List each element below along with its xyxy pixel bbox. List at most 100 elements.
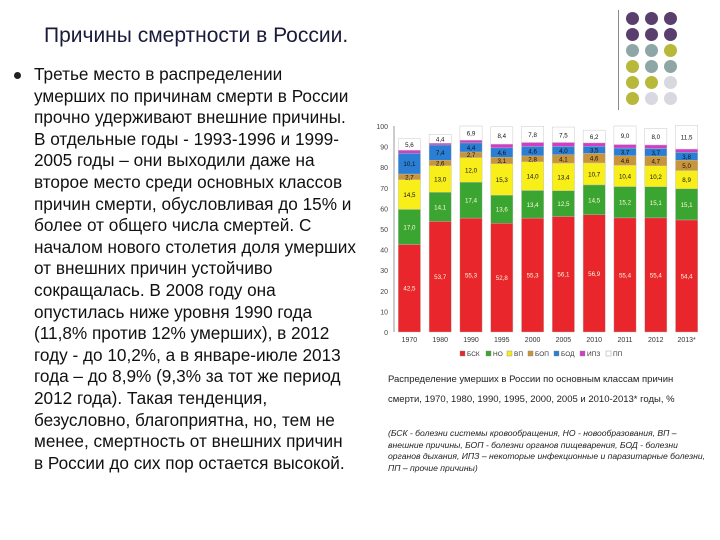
data-label: 56,9 — [588, 271, 601, 278]
data-label: 13,0 — [434, 176, 447, 183]
data-label: 8,9 — [682, 177, 691, 184]
data-label: 7,4 — [436, 150, 445, 157]
x-tick-label: 1970 — [402, 337, 418, 344]
data-label: 9,0 — [621, 133, 630, 140]
bar-segment — [613, 144, 637, 149]
data-label: 3,5 — [590, 147, 599, 154]
bullet-icon — [14, 72, 21, 79]
data-label: 4,6 — [590, 156, 599, 163]
decor-dot — [626, 60, 639, 73]
legend-swatch — [553, 350, 560, 357]
bar-segment — [521, 142, 544, 147]
data-label: 10,2 — [650, 174, 663, 181]
bar-segment — [552, 142, 575, 147]
data-label: 15,2 — [619, 200, 632, 207]
legend-label: ВП — [514, 351, 523, 358]
data-label: 8,0 — [651, 134, 660, 141]
data-label: 7,5 — [559, 132, 568, 139]
decor-dot — [664, 12, 677, 25]
x-tick-label: 2011 — [617, 337, 632, 344]
data-label: 55,3 — [527, 273, 540, 280]
bar-segment — [675, 125, 698, 150]
y-tick-label: 50 — [380, 227, 388, 234]
decor-dot — [664, 76, 677, 89]
data-label: 55,4 — [650, 272, 663, 279]
data-label: 4,4 — [436, 136, 445, 143]
bar-segment — [490, 143, 514, 149]
data-label: 53,7 — [434, 274, 447, 281]
legend-label: БОД — [561, 351, 575, 358]
data-label: 4,1 — [559, 156, 568, 163]
data-label: 3,1 — [497, 158, 506, 165]
legend-swatch — [527, 350, 534, 357]
data-label: 5,6 — [405, 142, 414, 149]
data-label: 4,4 — [467, 145, 476, 152]
caption-line-1: Распределение умерших в России по основн… — [388, 374, 674, 385]
y-tick-label: 60 — [380, 206, 388, 213]
decor-dot — [645, 92, 658, 105]
data-label: 6,9 — [467, 131, 476, 138]
legend-swatch — [485, 350, 492, 357]
y-tick-label: 20 — [380, 289, 388, 296]
data-label: 15,1 — [681, 202, 694, 209]
bar-segment — [644, 144, 668, 149]
data-label: 54,4 — [681, 273, 694, 280]
y-tick-label: 80 — [380, 165, 388, 172]
bar-segment — [582, 129, 606, 144]
y-tick-label: 70 — [380, 186, 388, 193]
bar-segment — [398, 150, 421, 154]
data-label: 10,4 — [619, 173, 632, 180]
x-tick-label: 1990 — [463, 337, 479, 344]
data-label: 12,0 — [465, 167, 478, 174]
data-label: 14,1 — [434, 204, 447, 211]
data-label: 3,7 — [621, 149, 630, 156]
data-label: 8,4 — [497, 133, 506, 140]
data-label: 14,5 — [403, 192, 416, 199]
data-label: 55,3 — [465, 273, 478, 280]
data-label: 15,3 — [496, 177, 509, 184]
bar-segment — [459, 140, 483, 144]
data-label: 13,4 — [527, 202, 540, 209]
data-label: 4,0 — [559, 148, 568, 155]
decor-dot — [626, 28, 639, 41]
legend-swatch — [459, 350, 466, 357]
data-label: 56,1 — [557, 272, 570, 279]
decor-dot — [645, 76, 658, 89]
x-tick-label: 2010 — [586, 337, 602, 344]
data-label: 10,1 — [403, 161, 416, 168]
bar-segment — [428, 143, 452, 146]
x-tick-label: 2005 — [556, 337, 572, 344]
bar-segment — [644, 128, 668, 146]
caption-line-2: смерти, 1970, 1980, 1990, 1995, 2000, 20… — [388, 394, 675, 405]
data-label: 4,7 — [651, 158, 660, 165]
legend-label: НО — [493, 351, 503, 358]
data-label: 3,7 — [651, 150, 660, 157]
data-label: 17,4 — [465, 198, 478, 205]
decor-dot — [664, 92, 677, 105]
abbreviations-note: (БСК - болезни системы кровообращения, Н… — [388, 428, 705, 473]
data-label: 10,7 — [588, 171, 601, 178]
y-tick-label: 30 — [380, 268, 388, 275]
data-label: 2,8 — [528, 156, 537, 163]
legend-label: ПП — [613, 351, 623, 358]
y-tick-label: 0 — [384, 330, 388, 337]
data-label: 6,2 — [590, 134, 599, 141]
legend-label: БОП — [535, 351, 549, 358]
bar-segment — [490, 126, 514, 145]
decor-dot — [645, 44, 658, 57]
data-label: 52,8 — [496, 275, 509, 282]
bar-segment — [675, 148, 698, 153]
x-tick-label: 1995 — [494, 337, 510, 344]
data-label: 5,0 — [682, 163, 691, 170]
decor-dot — [664, 44, 677, 57]
legend-label: БСК — [467, 351, 480, 358]
bar-segment — [398, 138, 421, 151]
data-label: 55,4 — [619, 272, 632, 279]
bar-segment — [552, 126, 575, 143]
stacked-bar-chart: 0 10 20 30 40 50 60 70 80 90 100 42,5 17,0 14,5 2,7 10,… — [376, 124, 698, 358]
y-tick-label: 100 — [376, 124, 388, 131]
body-paragraph: Третье место в распределении умерших по … — [34, 64, 356, 473]
decor-divider — [618, 10, 619, 110]
decor-dot — [626, 76, 639, 89]
decor-dot — [626, 12, 639, 25]
